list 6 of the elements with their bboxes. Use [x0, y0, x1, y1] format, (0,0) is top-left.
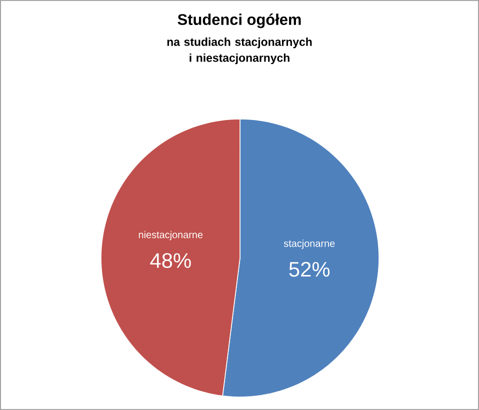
slice-label: stacjonarne [284, 240, 335, 249]
chart-subtitle: na studiach stacjonarnych i niestacjonarnych [167, 38, 312, 64]
data-label: 48% [150, 253, 191, 268]
chart-title: Studenci ogółem [178, 14, 301, 28]
slice-label: niestacjonarne [138, 230, 203, 240]
data-label: 52% [289, 262, 330, 277]
